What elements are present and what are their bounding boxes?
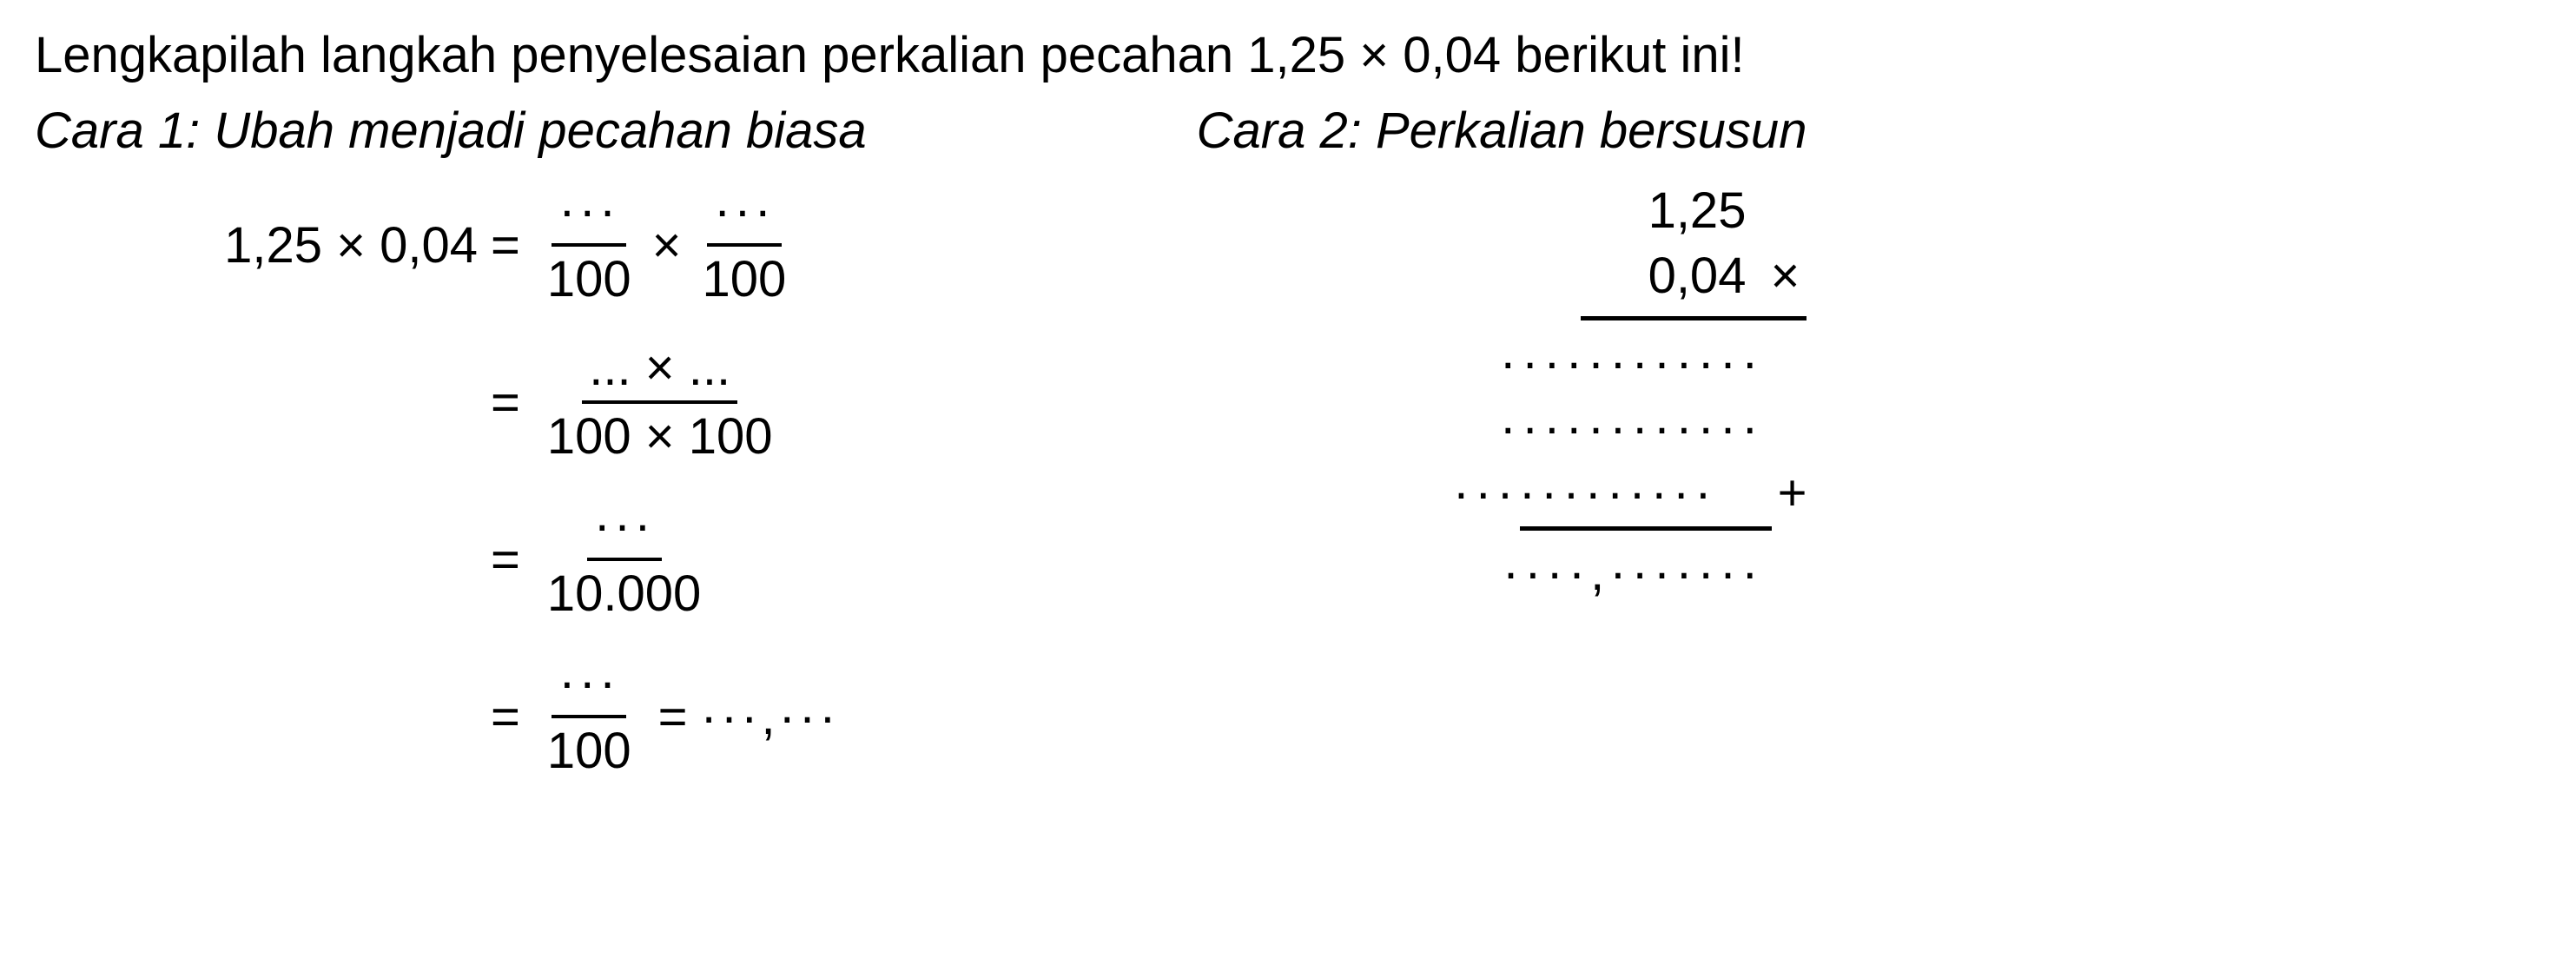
methods-container: Cara 1: Ubah menjadi pecahan biasa 1,25 … [35,102,2541,810]
method1-math: 1,25 × 0,04 = ··· 100 × ··· 100 = ... × … [208,182,867,780]
method2-title: Cara 2: Perkalian bersusun [1197,102,1807,160]
fraction-1a: ··· 100 [540,182,638,308]
numerator-1b: ··· [707,182,782,247]
multiplicand: 1,25 [1598,182,1746,240]
method1-line4: = ··· 100 = ···,··· [208,653,867,780]
result-row: ····,······· [1503,544,1807,609]
multiplier-row: 0,04 × [1598,247,1807,312]
partial1: ············ [1500,334,1764,392]
line4-trailing: ···,··· [701,688,840,746]
multiplier: 0,04 [1598,247,1746,305]
equals-sign-4: = [491,688,520,746]
method2-block: Cara 2: Perkalian bersusun 1,25 0,04 × ·… [1197,102,1807,810]
equals-sign-5: = [658,688,688,746]
fraction-2: ... × ... 100 × 100 [540,339,780,466]
multiplicand-row: 1,25 [1598,182,1807,247]
times-1: × [652,216,682,274]
numerator-1a: ··· [552,182,626,247]
fraction-1b: ··· 100 [696,182,794,308]
rule-1 [1581,316,1807,320]
main-instruction: Lengkapilah langkah penyelesaian perkali… [35,26,2541,84]
denominator-1a: 100 [540,247,638,308]
column-multiplication: 1,25 0,04 × ············ ············ ··… [1284,182,1807,609]
numerator-2: ... × ... [582,339,737,404]
numerator-3: ··· [587,496,662,561]
numerator-4: ··· [552,653,626,718]
partial3-row: ············ + [1453,464,1807,522]
equals-sign-3: = [491,531,520,589]
method1-block: Cara 1: Ubah menjadi pecahan biasa 1,25 … [35,102,867,810]
plus-sign: + [1778,464,1807,522]
method1-line1: 1,25 × 0,04 = ··· 100 × ··· 100 [208,182,867,308]
equals-sign-2: = [491,373,520,432]
equals-sign: = [491,216,520,274]
partial3: ············ [1453,464,1717,522]
partial2-row: ············ [1500,399,1807,464]
denominator-1b: 100 [696,247,794,308]
denominator-3: 10.000 [540,561,708,623]
denominator-2: 100 × 100 [540,404,780,466]
partial2: ············ [1500,399,1764,457]
rule-2 [1520,526,1772,531]
fraction-4: ··· 100 [540,653,638,780]
fraction-3: ··· 10.000 [540,496,708,623]
method1-line2: = ... × ... 100 × 100 [208,339,867,466]
final-result: ····,······· [1503,544,1764,602]
multiply-op: × [1763,247,1807,305]
partial1-row: ············ [1500,334,1807,399]
method1-line3: = ··· 10.000 [208,496,867,623]
denominator-4: 100 [540,718,638,780]
method1-title: Cara 1: Ubah menjadi pecahan biasa [35,102,867,160]
line1-lhs: 1,25 × 0,04 [208,216,478,274]
